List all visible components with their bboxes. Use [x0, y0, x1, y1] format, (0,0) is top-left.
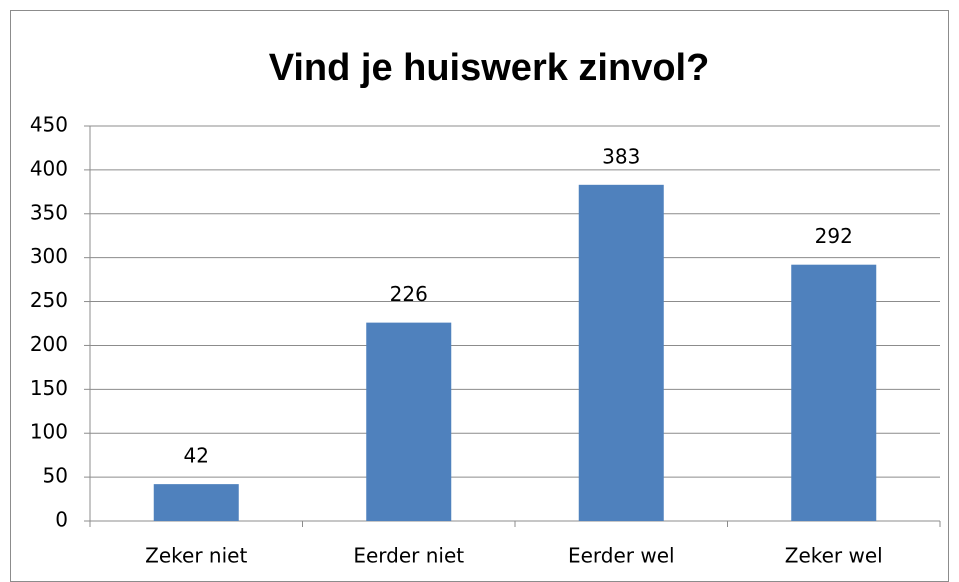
- bar: [791, 264, 877, 521]
- data-label: 226: [390, 282, 428, 306]
- y-tick-label: 150: [30, 376, 68, 400]
- data-label: 292: [815, 224, 853, 248]
- x-tick-label: Zeker wel: [785, 544, 883, 568]
- x-tick-label: Zeker niet: [145, 544, 247, 568]
- y-tick-label: 250: [30, 288, 68, 312]
- y-tick-label: 50: [43, 464, 68, 488]
- bar: [366, 322, 452, 521]
- bar: [578, 184, 664, 522]
- data-label: 42: [184, 444, 209, 468]
- y-tick-label: 100: [30, 420, 68, 444]
- y-tick-label: 0: [55, 508, 68, 532]
- y-tick-label: 450: [30, 113, 68, 137]
- y-tick-label: 350: [30, 200, 68, 224]
- x-tick-label: Eerder niet: [353, 544, 464, 568]
- bar: [153, 484, 239, 521]
- y-tick-label: 200: [30, 332, 68, 356]
- chart-title: Vind je huiswerk zinvol?: [269, 47, 710, 89]
- data-label: 383: [602, 144, 640, 168]
- x-tick-label: Eerder wel: [568, 544, 675, 568]
- y-tick-label: 300: [30, 244, 68, 268]
- y-tick-label: 400: [30, 156, 68, 180]
